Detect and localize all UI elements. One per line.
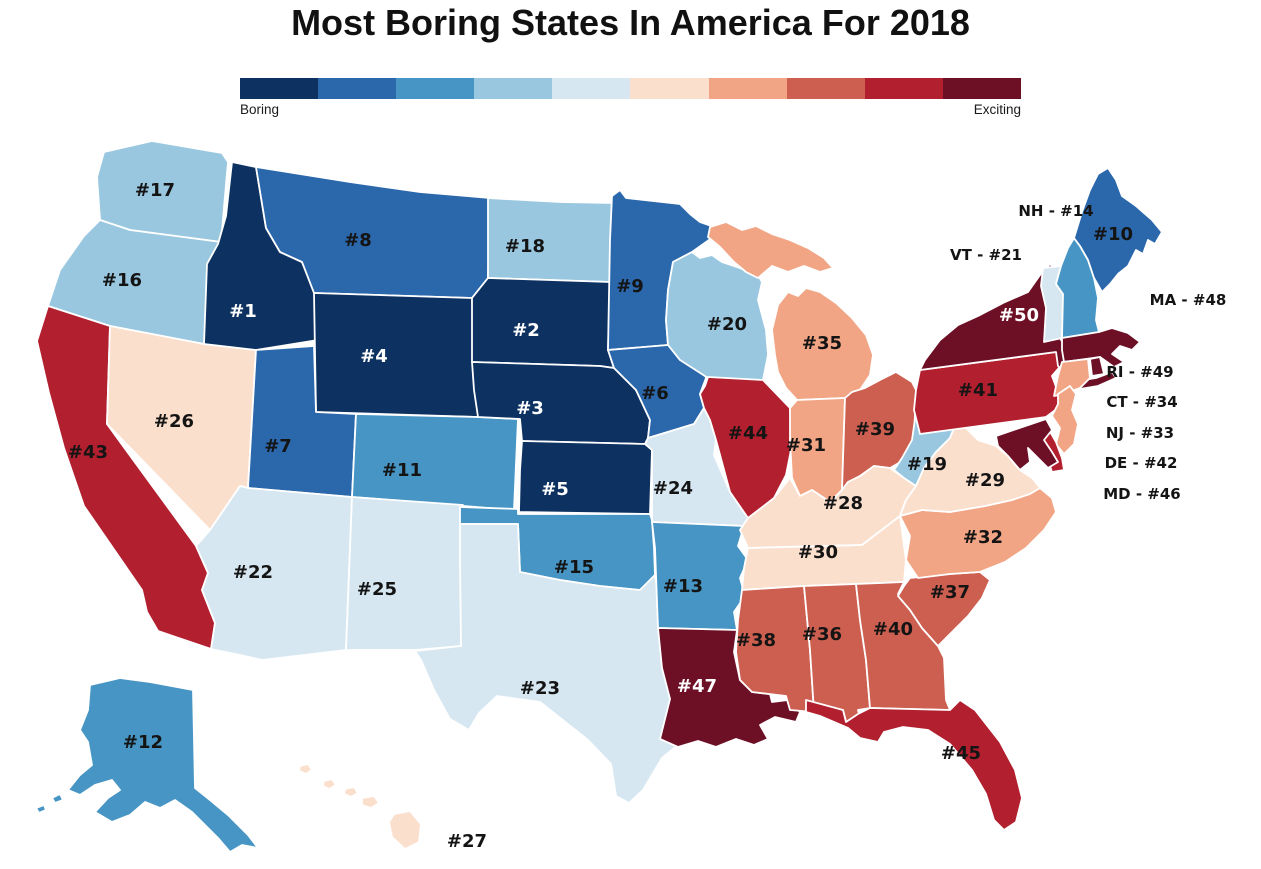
state-rank-label-ok: #15 (554, 557, 594, 578)
state-rank-label-sc: #37 (930, 582, 970, 603)
state-rank-label-ut: #7 (264, 436, 292, 457)
state-rank-label-tx: #23 (520, 678, 560, 699)
state-ks (518, 440, 653, 515)
state-rank-label-az: #22 (233, 562, 273, 583)
state-md (995, 418, 1059, 471)
state-rank-label-ca: #43 (68, 442, 108, 463)
external-label-ma: MA - #48 (1150, 291, 1227, 309)
legend-color-block (318, 78, 397, 99)
state-ri (1089, 356, 1105, 377)
state-hi (322, 778, 337, 790)
legend-color-block (396, 78, 475, 99)
state-fl (805, 699, 1023, 831)
state-rank-label-ar: #13 (663, 576, 703, 597)
state-rank-label-nv: #26 (154, 411, 194, 432)
state-rank-label-or: #16 (102, 270, 142, 291)
legend-color-scale (240, 78, 1021, 99)
state-rank-label-oh: #39 (855, 419, 895, 440)
legend-color-block (786, 78, 865, 99)
state-rank-label-nm: #25 (357, 579, 397, 600)
state-rank-label-in: #31 (786, 435, 826, 456)
state-rank-label-sd: #2 (512, 320, 540, 341)
legend-color-block (240, 78, 319, 99)
state-rank-label-wi: #20 (707, 314, 747, 335)
state-rank-label-nc: #32 (963, 527, 1003, 548)
state-rank-label-mo: #24 (653, 478, 693, 499)
legend-color-block (630, 78, 709, 99)
state-ga (855, 581, 951, 711)
state-rank-label-ga: #40 (873, 619, 913, 640)
state-rank-label-id: #1 (229, 301, 257, 322)
external-label-md: MD - #46 (1103, 485, 1181, 503)
legend-labels: Boring Exciting (240, 102, 1021, 117)
state-rank-label-me: #10 (1093, 224, 1133, 245)
state-rank-label-wa: #17 (135, 180, 175, 201)
state-rank-label-ks: #5 (541, 479, 569, 500)
state-rank-label-va: #29 (965, 470, 1005, 491)
legend-color-block (864, 78, 943, 99)
state-rank-label-ne: #3 (516, 398, 544, 419)
state-rank-label-il: #44 (728, 423, 768, 444)
state-hi (298, 763, 313, 775)
state-nm (345, 496, 464, 651)
legend-color-block (942, 78, 1021, 99)
state-ak (35, 804, 47, 814)
state-rank-label-wy: #4 (360, 346, 388, 367)
state-wi (665, 251, 769, 381)
external-label-ri: RI - #49 (1106, 363, 1173, 381)
external-label-ct: CT - #34 (1106, 393, 1177, 411)
state-wy (313, 292, 479, 418)
state-rank-label-ia: #6 (641, 383, 669, 404)
state-rank-label-hi: #27 (447, 831, 487, 852)
state-rank-label-ak: #12 (123, 732, 163, 753)
state-hi (361, 795, 380, 809)
state-me (1073, 167, 1163, 293)
state-rank-label-ky: #28 (823, 493, 863, 514)
state-rank-label-fl: #45 (941, 743, 981, 764)
state-rank-label-al: #36 (802, 624, 842, 645)
state-rank-label-pa: #41 (958, 380, 998, 401)
state-nj (1051, 385, 1079, 455)
state-mi (771, 287, 874, 401)
legend-color-block (552, 78, 631, 99)
state-co (351, 413, 519, 511)
external-label-de: DE - #42 (1105, 454, 1178, 472)
external-label-nj: NJ - #33 (1106, 424, 1174, 442)
state-ca (36, 305, 216, 650)
legend-color-block (708, 78, 787, 99)
state-hi (388, 810, 422, 850)
state-rank-label-mi: #35 (802, 333, 842, 354)
external-label-nh: NH - #14 (1018, 202, 1093, 220)
state-sd (471, 277, 615, 369)
state-rank-label-co: #11 (382, 460, 422, 481)
legend-color-block (474, 78, 553, 99)
state-rank-label-mn: #9 (616, 276, 644, 297)
state-rank-label-ny: #50 (999, 305, 1039, 326)
legend-label-boring: Boring (240, 102, 280, 117)
state-rank-label-ms: #38 (736, 630, 776, 651)
state-rank-label-nd: #18 (505, 236, 545, 257)
state-ak (67, 677, 259, 853)
state-rank-label-tn: #30 (798, 542, 838, 563)
state-hi (343, 786, 359, 798)
state-rank-label-la: #47 (677, 676, 717, 697)
state-mi (707, 221, 834, 279)
state-rank-label-mt: #8 (344, 230, 372, 251)
legend-label-exciting: Exciting (973, 102, 1021, 117)
state-ak (51, 793, 64, 804)
state-tx (414, 523, 705, 804)
page-title: Most Boring States In America For 2018 (291, 2, 970, 43)
color-legend: Boring Exciting (240, 78, 1021, 117)
state-rank-label-wv: #19 (907, 454, 947, 475)
state-va (899, 417, 1041, 517)
external-label-vt: VT - #21 (950, 246, 1022, 264)
